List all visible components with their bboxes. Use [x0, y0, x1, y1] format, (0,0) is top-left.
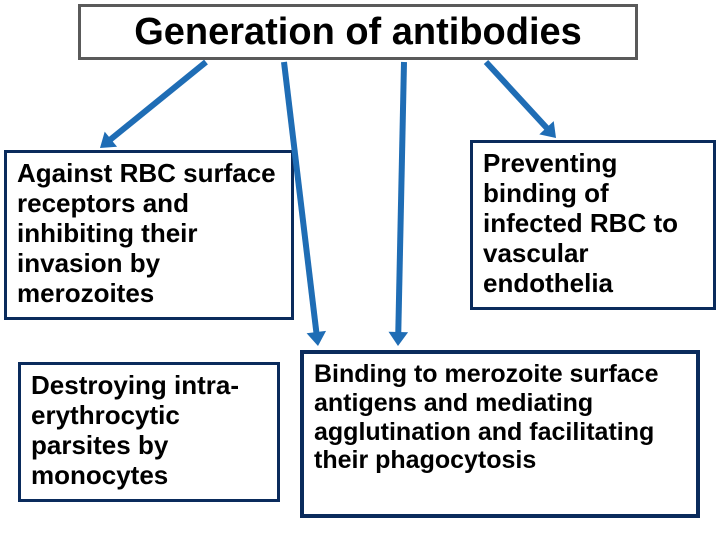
box-text: Against RBC surface receptors and inhibi…	[17, 158, 276, 308]
title-text: Generation of antibodies	[134, 11, 582, 53]
box-text: Binding to merozoite surface antigens an…	[314, 360, 658, 474]
title-box: Generation of antibodies	[78, 4, 638, 60]
box-text: Preventing binding of infected RBC to va…	[483, 148, 678, 298]
box-merozoite-antigens: Binding to merozoite surface antigens an…	[300, 350, 700, 518]
box-text: Destroying intra-erythrocytic parsites b…	[31, 370, 239, 490]
box-destroying-parasites: Destroying intra-erythrocytic parsites b…	[18, 362, 280, 502]
box-rbc-receptors: Against RBC surface receptors and inhibi…	[4, 150, 294, 320]
box-preventing-binding: Preventing binding of infected RBC to va…	[470, 140, 716, 310]
